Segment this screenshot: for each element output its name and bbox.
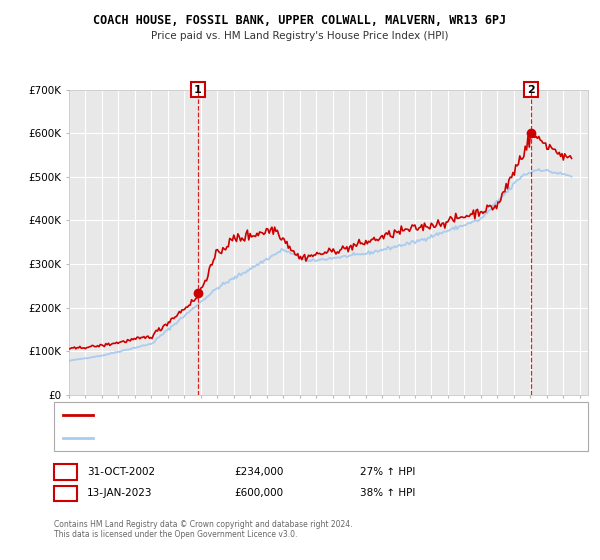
Text: 31-OCT-2002: 31-OCT-2002 (87, 467, 155, 477)
Text: Price paid vs. HM Land Registry's House Price Index (HPI): Price paid vs. HM Land Registry's House … (151, 31, 449, 41)
Text: 27% ↑ HPI: 27% ↑ HPI (360, 467, 415, 477)
Text: COACH HOUSE, FOSSIL BANK, UPPER COLWALL, MALVERN, WR13 6PJ (detached house): COACH HOUSE, FOSSIL BANK, UPPER COLWALL,… (97, 411, 488, 420)
Text: 2: 2 (527, 85, 535, 95)
Text: 1: 1 (62, 467, 69, 477)
Text: £234,000: £234,000 (234, 467, 283, 477)
Text: 2: 2 (62, 488, 69, 498)
Text: 38% ↑ HPI: 38% ↑ HPI (360, 488, 415, 498)
Text: Contains HM Land Registry data © Crown copyright and database right 2024.
This d: Contains HM Land Registry data © Crown c… (54, 520, 353, 539)
Text: HPI: Average price, detached house, Herefordshire: HPI: Average price, detached house, Here… (97, 434, 326, 443)
Text: 13-JAN-2023: 13-JAN-2023 (87, 488, 152, 498)
Text: COACH HOUSE, FOSSIL BANK, UPPER COLWALL, MALVERN, WR13 6PJ: COACH HOUSE, FOSSIL BANK, UPPER COLWALL,… (94, 14, 506, 27)
Text: £600,000: £600,000 (234, 488, 283, 498)
Text: 1: 1 (194, 85, 202, 95)
